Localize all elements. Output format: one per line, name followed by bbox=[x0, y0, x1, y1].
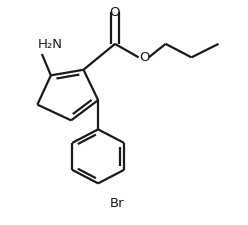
Text: H₂N: H₂N bbox=[37, 38, 62, 52]
Text: Br: Br bbox=[109, 197, 124, 210]
Text: O: O bbox=[110, 6, 120, 19]
Text: O: O bbox=[140, 51, 150, 64]
